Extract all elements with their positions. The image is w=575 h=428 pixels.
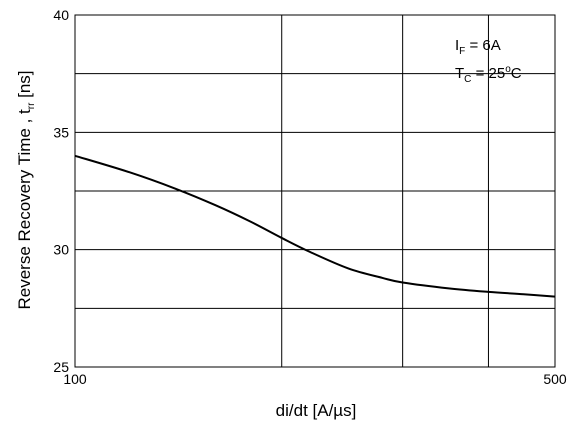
series-line-trr — [74, 154, 556, 298]
annotation-if: IF = 6A — [455, 37, 501, 57]
y-tick-labels: 25 30 35 40 — [53, 7, 69, 375]
x-tick-label: 100 — [63, 371, 87, 387]
y-tick-label: 30 — [53, 242, 69, 258]
plot-area-frame — [74, 14, 556, 368]
y-axis-title: Reverse Recovery Time , trr [ns] — [15, 70, 37, 309]
y-tick-label: 40 — [53, 7, 69, 23]
x-axis-title: di/dt [A/µs] — [276, 401, 357, 420]
y-tick-label: 35 — [53, 124, 69, 140]
annotation-tc: TC = 25oC — [455, 64, 522, 85]
gridlines — [75, 15, 555, 367]
x-tick-labels: 100 500 — [63, 371, 567, 387]
y-tick-label: 25 — [53, 359, 69, 375]
x-tick-label: 500 — [543, 371, 567, 387]
